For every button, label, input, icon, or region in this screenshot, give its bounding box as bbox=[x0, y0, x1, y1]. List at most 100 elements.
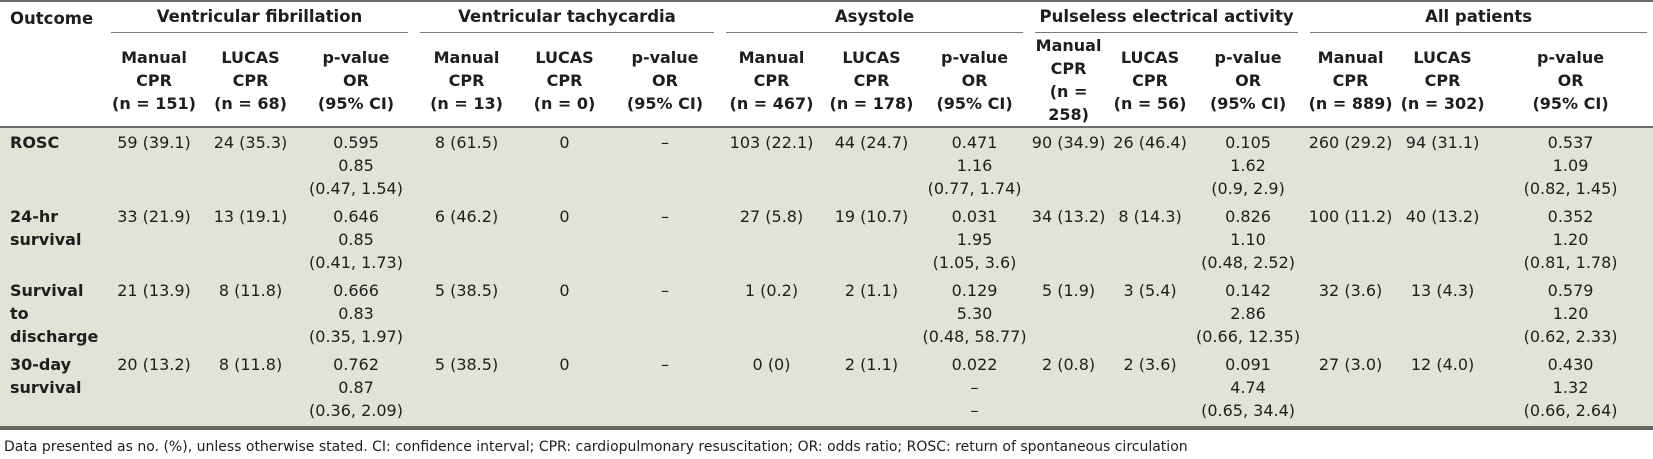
table-cell: 8 (61.5) bbox=[414, 127, 519, 202]
table-cell: 0.579 1.20 (0.62, 2.33) bbox=[1488, 276, 1653, 350]
table-cell: 6 (46.2) bbox=[414, 202, 519, 276]
cell-line: 1.32 bbox=[1552, 378, 1589, 397]
cell-line: (n = 467) bbox=[729, 93, 814, 113]
table-cell: 0 (0) bbox=[720, 350, 824, 428]
table-cell: 40 (13.2) bbox=[1397, 202, 1489, 276]
cell-line: p-value bbox=[322, 47, 390, 67]
table-cell: 26 (46.4) bbox=[1108, 127, 1193, 202]
table-row: 30-day survival 20 (13.2) 8 (11.8) 0.762 0.87… bbox=[0, 350, 1653, 428]
table-cell: 44 (24.7) bbox=[823, 127, 921, 202]
cell-line: OR bbox=[1235, 70, 1262, 90]
table-cell: 0.666 0.83 (0.35, 1.97) bbox=[298, 276, 414, 350]
table-cell: 0.430 1.32 (0.66, 2.64) bbox=[1488, 350, 1653, 428]
cell-line: 0.471 bbox=[951, 133, 998, 152]
table-cell: 24 (35.3) bbox=[203, 127, 298, 202]
cell-line: – bbox=[661, 207, 669, 226]
cell-line: (95% CI) bbox=[626, 93, 704, 113]
table-cell: 59 (39.1) bbox=[105, 127, 203, 202]
cell-line: (n = 0) bbox=[533, 93, 596, 113]
cell-line: 21 (13.9) bbox=[117, 281, 191, 300]
outcome-label: 24-hr survival bbox=[0, 202, 105, 276]
table-body: ROSC 59 (39.1) 24 (35.3) 0.595 0.85 (0.47, 1.… bbox=[0, 127, 1653, 428]
cell-line: LUCAS bbox=[221, 47, 280, 67]
cell-line: 2 (3.6) bbox=[1123, 355, 1177, 374]
cell-line: survival bbox=[10, 230, 82, 249]
cell-line: ROSC bbox=[10, 133, 60, 152]
table-cell: 103 (22.1) bbox=[720, 127, 824, 202]
cell-line: OR bbox=[343, 70, 369, 90]
cell-line: CPR bbox=[1132, 70, 1168, 90]
cell-line: – bbox=[661, 281, 669, 300]
cell-line: (n = 889) bbox=[1308, 93, 1393, 113]
table-cell: 13 (4.3) bbox=[1397, 276, 1489, 350]
cell-line: – bbox=[970, 401, 979, 420]
cell-line: 0 bbox=[559, 133, 570, 152]
cell-line: CPR bbox=[853, 70, 890, 90]
group-title: Ventricular fibrillation bbox=[111, 3, 408, 33]
table-cell: 2 (1.1) bbox=[823, 350, 921, 428]
cell-line: 2.86 bbox=[1230, 304, 1266, 323]
table-cell: 0 bbox=[519, 350, 610, 428]
cell-line: 90 (34.9) bbox=[1031, 133, 1106, 152]
cell-line: 0.022 bbox=[951, 355, 998, 374]
table-cell: 0.105 1.62 (0.9, 2.9) bbox=[1192, 127, 1305, 202]
cell-line: 24-hr bbox=[10, 207, 59, 226]
cell-line: 24 (35.3) bbox=[213, 133, 288, 152]
table-cell: 27 (5.8) bbox=[720, 202, 824, 276]
table-cell: 94 (31.1) bbox=[1397, 127, 1489, 202]
cell-line: (95% CI) bbox=[1532, 93, 1609, 113]
group-header-row: Outcome Ventricular fibrillation Ventric… bbox=[0, 1, 1653, 34]
cell-line: (0.82, 1.45) bbox=[1523, 179, 1618, 198]
table-row: Survival to discharge 21 (13.9) 8 (11.8) 0.6… bbox=[0, 276, 1653, 350]
table-cell: 2 (1.1) bbox=[823, 276, 921, 350]
cell-line: 103 (22.1) bbox=[729, 133, 814, 152]
cell-line: 2 (0.8) bbox=[1041, 355, 1096, 374]
subcolumn-header: p-value OR (95% CI) bbox=[298, 34, 414, 127]
outcome-column-header: Outcome bbox=[0, 1, 105, 34]
cell-line: 0.666 bbox=[333, 281, 379, 300]
subcolumn-header: LUCAS CPR (n = 0) bbox=[519, 34, 610, 127]
cell-line: 8 (11.8) bbox=[218, 281, 283, 300]
cell-line: 8 (61.5) bbox=[434, 133, 499, 152]
table-cell: 8 (11.8) bbox=[203, 276, 298, 350]
table-cell: 19 (10.7) bbox=[823, 202, 921, 276]
table-cell: 5 (38.5) bbox=[414, 276, 519, 350]
cell-line: 27 (5.8) bbox=[739, 207, 804, 226]
cell-line: (n = 302) bbox=[1400, 93, 1485, 113]
table-cell: 5 (38.5) bbox=[414, 350, 519, 428]
table-row: 24-hr survival 33 (21.9) 13 (19.1) 0.646 0.85… bbox=[0, 202, 1653, 276]
cell-line: p-value bbox=[1214, 47, 1282, 67]
cell-line: (0.81, 1.78) bbox=[1523, 253, 1618, 272]
cell-line: OR bbox=[652, 70, 678, 90]
table-cell: 0.142 2.86 (0.66, 12.35) bbox=[1192, 276, 1305, 350]
cell-line: 19 (10.7) bbox=[834, 207, 909, 226]
table-cell: 27 (3.0) bbox=[1304, 350, 1398, 428]
cell-line: 100 (11.2) bbox=[1308, 207, 1393, 226]
cell-line: (0.9, 2.9) bbox=[1211, 179, 1285, 198]
cell-line: Survival to bbox=[10, 281, 84, 323]
cell-line: 5 (38.5) bbox=[434, 281, 499, 300]
table-cell: 8 (11.8) bbox=[203, 350, 298, 428]
cell-line: (0.66, 12.35) bbox=[1196, 327, 1301, 346]
table-cell: – bbox=[610, 276, 721, 350]
subcolumn-header: p-value OR (95% CI) bbox=[610, 34, 721, 127]
cell-line: (n = 56) bbox=[1113, 93, 1187, 113]
table-cell: 0 bbox=[519, 202, 610, 276]
cell-line: (0.35, 1.97) bbox=[309, 327, 403, 346]
subcolumn-header: LUCAS CPR (n = 302) bbox=[1397, 34, 1489, 127]
table-cell: 32 (3.6) bbox=[1304, 276, 1398, 350]
table-cell: 21 (13.9) bbox=[105, 276, 203, 350]
cell-line: 94 (31.1) bbox=[1405, 133, 1480, 152]
outcome-label: 30-day survival bbox=[0, 350, 105, 428]
cell-line: 260 (29.2) bbox=[1308, 133, 1393, 152]
cell-line: 59 (39.1) bbox=[117, 133, 191, 152]
table-cell: 0.031 1.95 (1.05, 3.6) bbox=[920, 202, 1030, 276]
cell-line: 0.646 bbox=[333, 207, 379, 226]
cell-line: 34 (13.2) bbox=[1031, 207, 1106, 226]
cell-line: (0.36, 2.09) bbox=[309, 401, 403, 420]
cell-line: 0.579 bbox=[1547, 281, 1594, 300]
cell-line: 32 (3.6) bbox=[1318, 281, 1383, 300]
cell-line: 1.62 bbox=[1230, 156, 1266, 175]
cell-line: (1.05, 3.6) bbox=[932, 253, 1017, 272]
